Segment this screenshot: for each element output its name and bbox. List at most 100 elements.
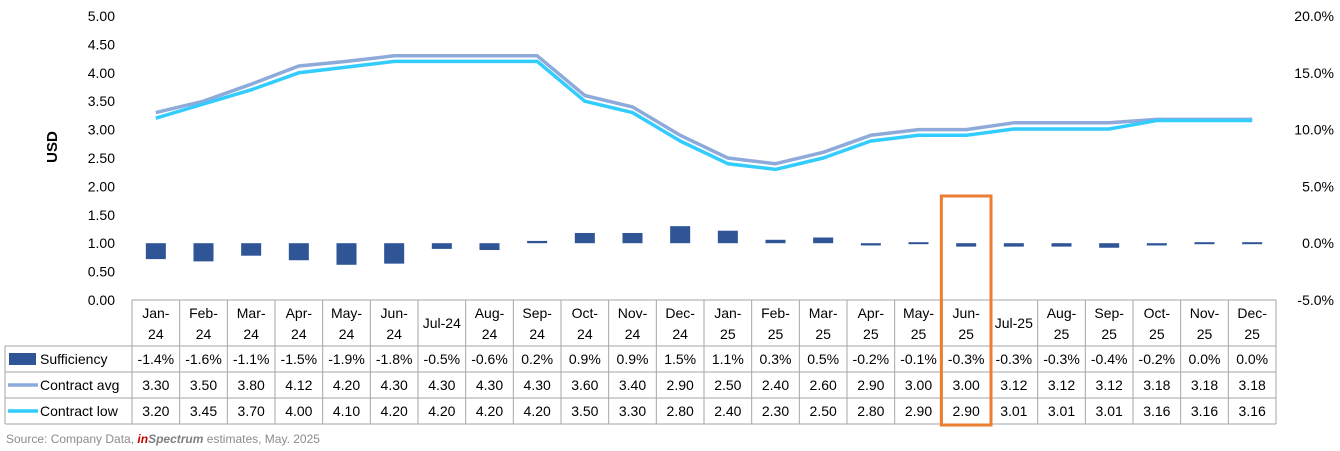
bar-sufficiency — [813, 237, 834, 244]
table-cell: 3.00 — [953, 377, 980, 393]
table-header-cell: 24 — [196, 326, 212, 342]
table-header-cell: 24 — [529, 326, 545, 342]
table-row-label: Contract avg — [40, 377, 119, 393]
y-right-tick-label: 10.0% — [1294, 122, 1334, 138]
table-cell: 0.0% — [1189, 351, 1221, 367]
bar-sufficiency — [1051, 243, 1072, 247]
table-header-cell: May- — [331, 305, 362, 321]
table-cell: 3.70 — [238, 403, 265, 419]
table-cell: 3.18 — [1143, 377, 1170, 393]
table-cell: 3.00 — [905, 377, 932, 393]
y-left-tick-label: 0.50 — [88, 264, 115, 280]
bar-sufficiency — [145, 243, 166, 260]
table-cell: 4.30 — [381, 377, 408, 393]
table-header-cell: Nov- — [1190, 305, 1220, 321]
y-left-tick-label: 4.00 — [88, 65, 115, 81]
brand-logo: inSpectrum — [137, 432, 204, 446]
table-header-cell: 25 — [1101, 326, 1117, 342]
table-cell: 3.12 — [1048, 377, 1075, 393]
table-cell: 3.60 — [571, 377, 598, 393]
table-header-cell: 25 — [768, 326, 784, 342]
table-cell: 2.50 — [714, 377, 741, 393]
table-cell: 2.80 — [667, 403, 694, 419]
bar-sufficiency — [384, 243, 405, 264]
bar-sufficiency — [479, 243, 500, 251]
table-header-cell: 25 — [1197, 326, 1213, 342]
line-contract-avg — [155, 54, 1253, 166]
bar-sufficiency — [1194, 242, 1215, 245]
table-cell: 2.90 — [857, 377, 884, 393]
y-left-tick-label: 1.50 — [88, 207, 115, 223]
table-header-cell: 25 — [1054, 326, 1070, 342]
table-header-cell: 25 — [720, 326, 736, 342]
legend-key-bar — [9, 353, 36, 365]
table-cell: -1.5% — [281, 351, 318, 367]
table-cell: 4.20 — [524, 403, 551, 419]
contract-lines — [155, 54, 1253, 172]
bar-sufficiency — [670, 226, 691, 244]
table-row-label: Contract low — [40, 403, 119, 419]
table-cell: 3.50 — [571, 403, 598, 419]
bar-sufficiency — [288, 243, 309, 261]
table-cell: 2.30 — [762, 403, 789, 419]
table-header-cell: 24 — [339, 326, 355, 342]
y-left-tick-label: 2.50 — [88, 150, 115, 166]
table-header-cell: 25 — [1244, 326, 1260, 342]
table-cell: 3.18 — [1239, 377, 1266, 393]
table-header-cell: 25 — [815, 326, 831, 342]
bar-sufficiency — [1099, 243, 1120, 248]
table-cell: 2.60 — [810, 377, 837, 393]
table-cell: 2.90 — [667, 377, 694, 393]
bar-sufficiency — [431, 243, 452, 249]
table-cell: 0.5% — [807, 351, 839, 367]
y-right-tick-label: -5.0% — [1297, 292, 1334, 308]
table-cell: -0.6% — [471, 351, 508, 367]
table-cell: 0.0% — [1236, 351, 1268, 367]
table-header-cell: Oct- — [1144, 305, 1171, 321]
table-cell: 3.01 — [1096, 403, 1123, 419]
table-header-cell: 24 — [386, 326, 402, 342]
table-header-cell: Jun- — [381, 305, 409, 321]
table-cell: 3.40 — [619, 377, 646, 393]
table-cell: 2.40 — [714, 403, 741, 419]
table-header-cell: Feb- — [761, 305, 790, 321]
table-header-cell: Apr- — [858, 305, 885, 321]
table-cell: -0.3% — [996, 351, 1033, 367]
table-header-cell: 25 — [958, 326, 974, 342]
bar-sufficiency — [956, 243, 977, 247]
table-cell: 4.20 — [333, 377, 360, 393]
table-cell: 4.20 — [381, 403, 408, 419]
bar-sufficiency — [765, 239, 786, 244]
table-header-cell: Jul-24 — [423, 315, 461, 331]
table-header-cell: Feb- — [189, 305, 218, 321]
y-right-tick-label: 5.0% — [1302, 178, 1334, 194]
chart: 0.00 0.50 1.00 1.50 2.00 2.50 3.00 3.50 4.00 4.50… — [4, 8, 1334, 427]
table-cell: 4.00 — [285, 403, 312, 419]
table-cell: 3.20 — [142, 403, 169, 419]
table-header-cell: Jan- — [142, 305, 170, 321]
bar-sufficiency — [193, 243, 214, 262]
table-header-cell: 25 — [1149, 326, 1165, 342]
table-cell: 3.50 — [190, 377, 217, 393]
table-header-cell: May- — [903, 305, 934, 321]
table-cell: 3.01 — [1048, 403, 1075, 419]
table-header-cell: Aug- — [475, 305, 505, 321]
table-header-cell: Jan- — [714, 305, 742, 321]
table-header-cell: Aug- — [1047, 305, 1077, 321]
data-table: Jan- 24 Feb- 24 Mar- 24 Apr- 24 May- 24 Jun- 24 Jul-… — [4, 299, 1277, 425]
table-cell: 3.45 — [190, 403, 217, 419]
table-row-label: Sufficiency — [40, 351, 107, 367]
table-header-cell: Apr- — [286, 305, 313, 321]
y-right-tick-label: 0.0% — [1302, 235, 1334, 251]
table-cell: 4.10 — [333, 403, 360, 419]
table-cell: -1.6% — [185, 351, 222, 367]
table-header-cell: Nov- — [618, 305, 648, 321]
table-cell: 3.12 — [1096, 377, 1123, 393]
line-contract-low — [155, 59, 1253, 172]
table-cell: 4.30 — [428, 377, 455, 393]
y-left-tick-label: 2.00 — [88, 178, 115, 194]
table-cell: 2.50 — [810, 403, 837, 419]
table-header-cell: Sep- — [522, 305, 552, 321]
table-cell: -0.1% — [900, 351, 937, 367]
bar-sufficiency — [574, 232, 595, 244]
